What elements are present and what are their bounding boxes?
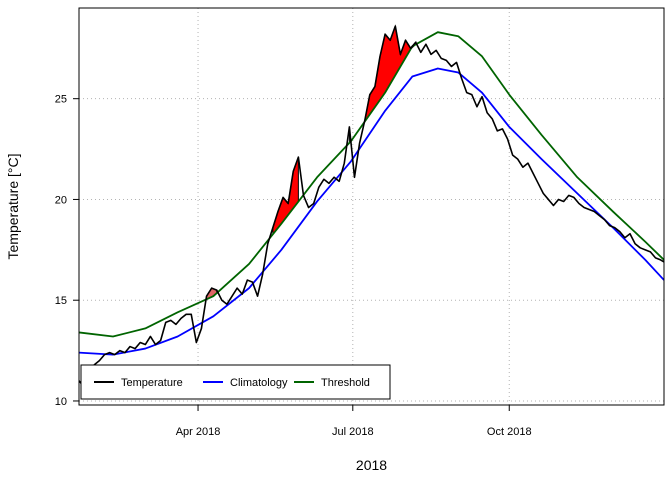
y-tick-label: 10 [55,396,67,408]
legend: Temperature Climatology Threshold [80,364,391,400]
x-tick-label: Apr 2018 [176,426,221,438]
series-line-threshold [78,31,665,338]
series-line-temperature [78,25,665,388]
y-tick-label: 20 [55,194,67,206]
grid [79,8,664,405]
y-tick-label: 15 [55,295,67,307]
x-tick-label: Oct 2018 [487,426,532,438]
axes: Apr 2018 Jul 2018 Oct 2018 10 15 20 25 [55,94,532,438]
plot-frame [78,7,665,406]
series-line-climatology [78,67,665,356]
legend-box [80,364,391,400]
y-tick-label: 25 [55,94,67,106]
legend-label: Climatology [230,377,288,389]
heat-events [206,24,417,301]
x-axis-title: 2018 [356,457,387,473]
series-lines [78,25,665,388]
y-axis-title: Temperature [°C] [5,154,21,260]
x-tick-label: Jul 2018 [332,426,374,438]
legend-label: Threshold [321,377,370,389]
legend-label: Temperature [121,377,183,389]
